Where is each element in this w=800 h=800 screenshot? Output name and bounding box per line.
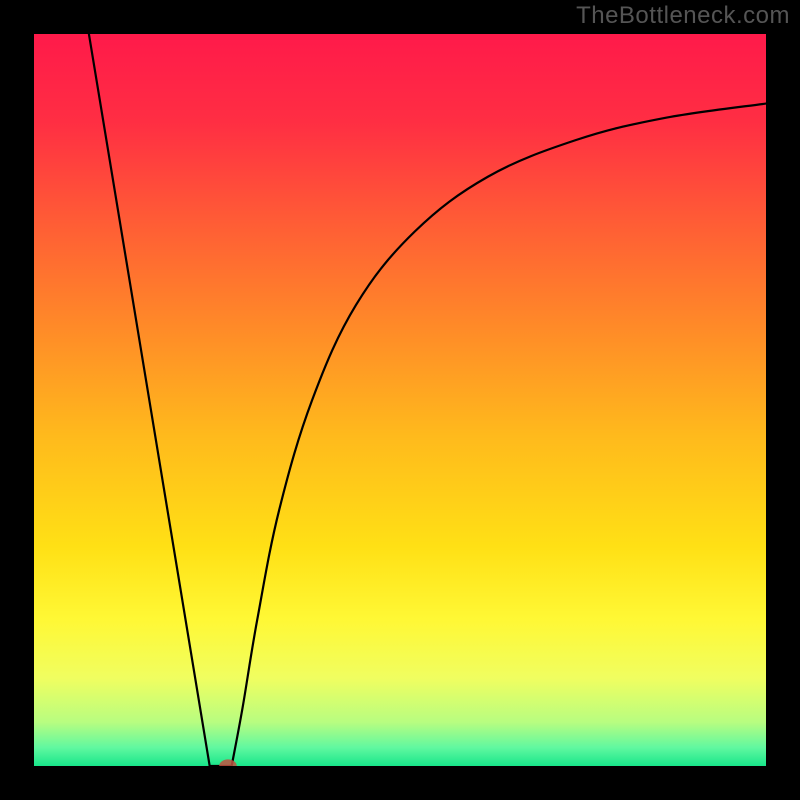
watermark-text: TheBottleneck.com bbox=[576, 2, 790, 30]
minimum-marker-icon bbox=[219, 759, 237, 766]
chart-frame: TheBottleneck.com bbox=[0, 0, 800, 800]
curve-overlay bbox=[34, 34, 766, 766]
bottleneck-curve bbox=[89, 34, 766, 766]
